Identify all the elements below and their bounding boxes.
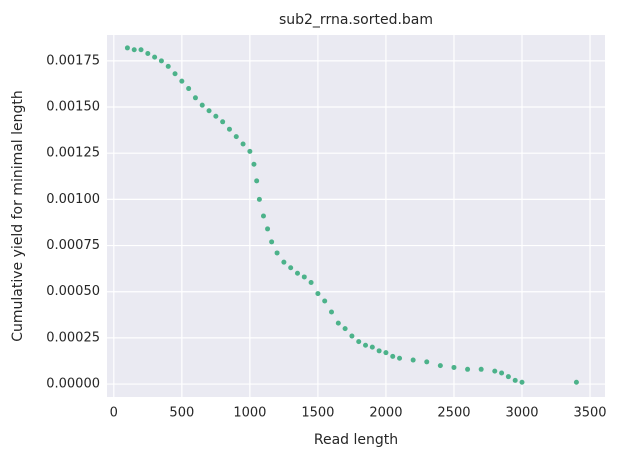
point xyxy=(247,148,253,154)
y-axis-label: Cumulative yield for minimal length xyxy=(10,90,26,342)
point xyxy=(233,134,239,140)
y-tick-label: 0.00025 xyxy=(46,330,100,345)
x-tick-label: 3000 xyxy=(505,406,538,421)
point xyxy=(315,291,321,297)
point xyxy=(145,50,151,56)
point xyxy=(335,320,341,326)
point xyxy=(451,364,457,370)
point xyxy=(288,265,294,271)
chart-title: sub2_rrna.sorted.bam xyxy=(279,12,433,28)
point xyxy=(226,126,232,132)
y-tick-label: 0.00050 xyxy=(46,284,100,299)
point xyxy=(186,86,192,92)
point xyxy=(478,366,484,372)
point xyxy=(363,342,369,348)
point xyxy=(499,370,505,376)
point xyxy=(206,108,212,114)
point xyxy=(424,359,430,365)
point xyxy=(329,309,335,315)
point xyxy=(240,141,246,147)
point xyxy=(281,259,287,265)
point xyxy=(376,348,382,354)
point xyxy=(213,113,219,119)
point xyxy=(390,353,396,359)
point xyxy=(158,58,164,64)
x-tick-label: 1500 xyxy=(301,406,334,421)
y-tick-label: 0.00175 xyxy=(46,53,100,68)
point xyxy=(397,355,403,361)
x-tick-label: 2000 xyxy=(369,406,402,421)
y-tick-label: 0.00100 xyxy=(46,192,100,207)
x-tick-label: 1000 xyxy=(233,406,266,421)
point xyxy=(172,71,178,77)
point xyxy=(179,78,185,84)
point xyxy=(383,350,389,356)
point xyxy=(322,298,328,304)
y-tick-label: 0.00125 xyxy=(46,146,100,161)
point xyxy=(519,379,525,385)
point xyxy=(265,226,271,232)
point xyxy=(124,45,130,51)
point xyxy=(308,279,314,285)
point xyxy=(410,357,416,363)
point xyxy=(342,326,348,332)
x-tick-label: 2500 xyxy=(437,406,470,421)
point xyxy=(220,119,226,125)
point xyxy=(138,47,144,53)
point xyxy=(269,239,275,245)
x-tick-label: 0 xyxy=(110,406,118,421)
y-tick-label: 0.00000 xyxy=(46,377,100,392)
point xyxy=(254,178,260,184)
point xyxy=(573,379,579,385)
x-tick-label: 500 xyxy=(169,406,194,421)
point xyxy=(256,196,262,202)
point xyxy=(301,274,307,280)
point xyxy=(369,344,375,350)
point xyxy=(437,363,443,369)
point xyxy=(512,377,518,383)
x-axis-label: Read length xyxy=(314,432,398,448)
point xyxy=(260,213,266,219)
point xyxy=(349,333,355,339)
y-tick-label: 0.00150 xyxy=(46,100,100,115)
point xyxy=(199,102,205,108)
point xyxy=(465,366,471,372)
point xyxy=(492,368,498,374)
point xyxy=(356,339,362,345)
point xyxy=(294,270,300,276)
point xyxy=(505,374,511,380)
point xyxy=(131,47,137,53)
point xyxy=(165,63,171,69)
x-tick-label: 3500 xyxy=(573,406,606,421)
point xyxy=(274,250,280,256)
point xyxy=(251,161,257,167)
point xyxy=(152,54,158,60)
point xyxy=(192,95,198,101)
y-tick-label: 0.00075 xyxy=(46,238,100,253)
